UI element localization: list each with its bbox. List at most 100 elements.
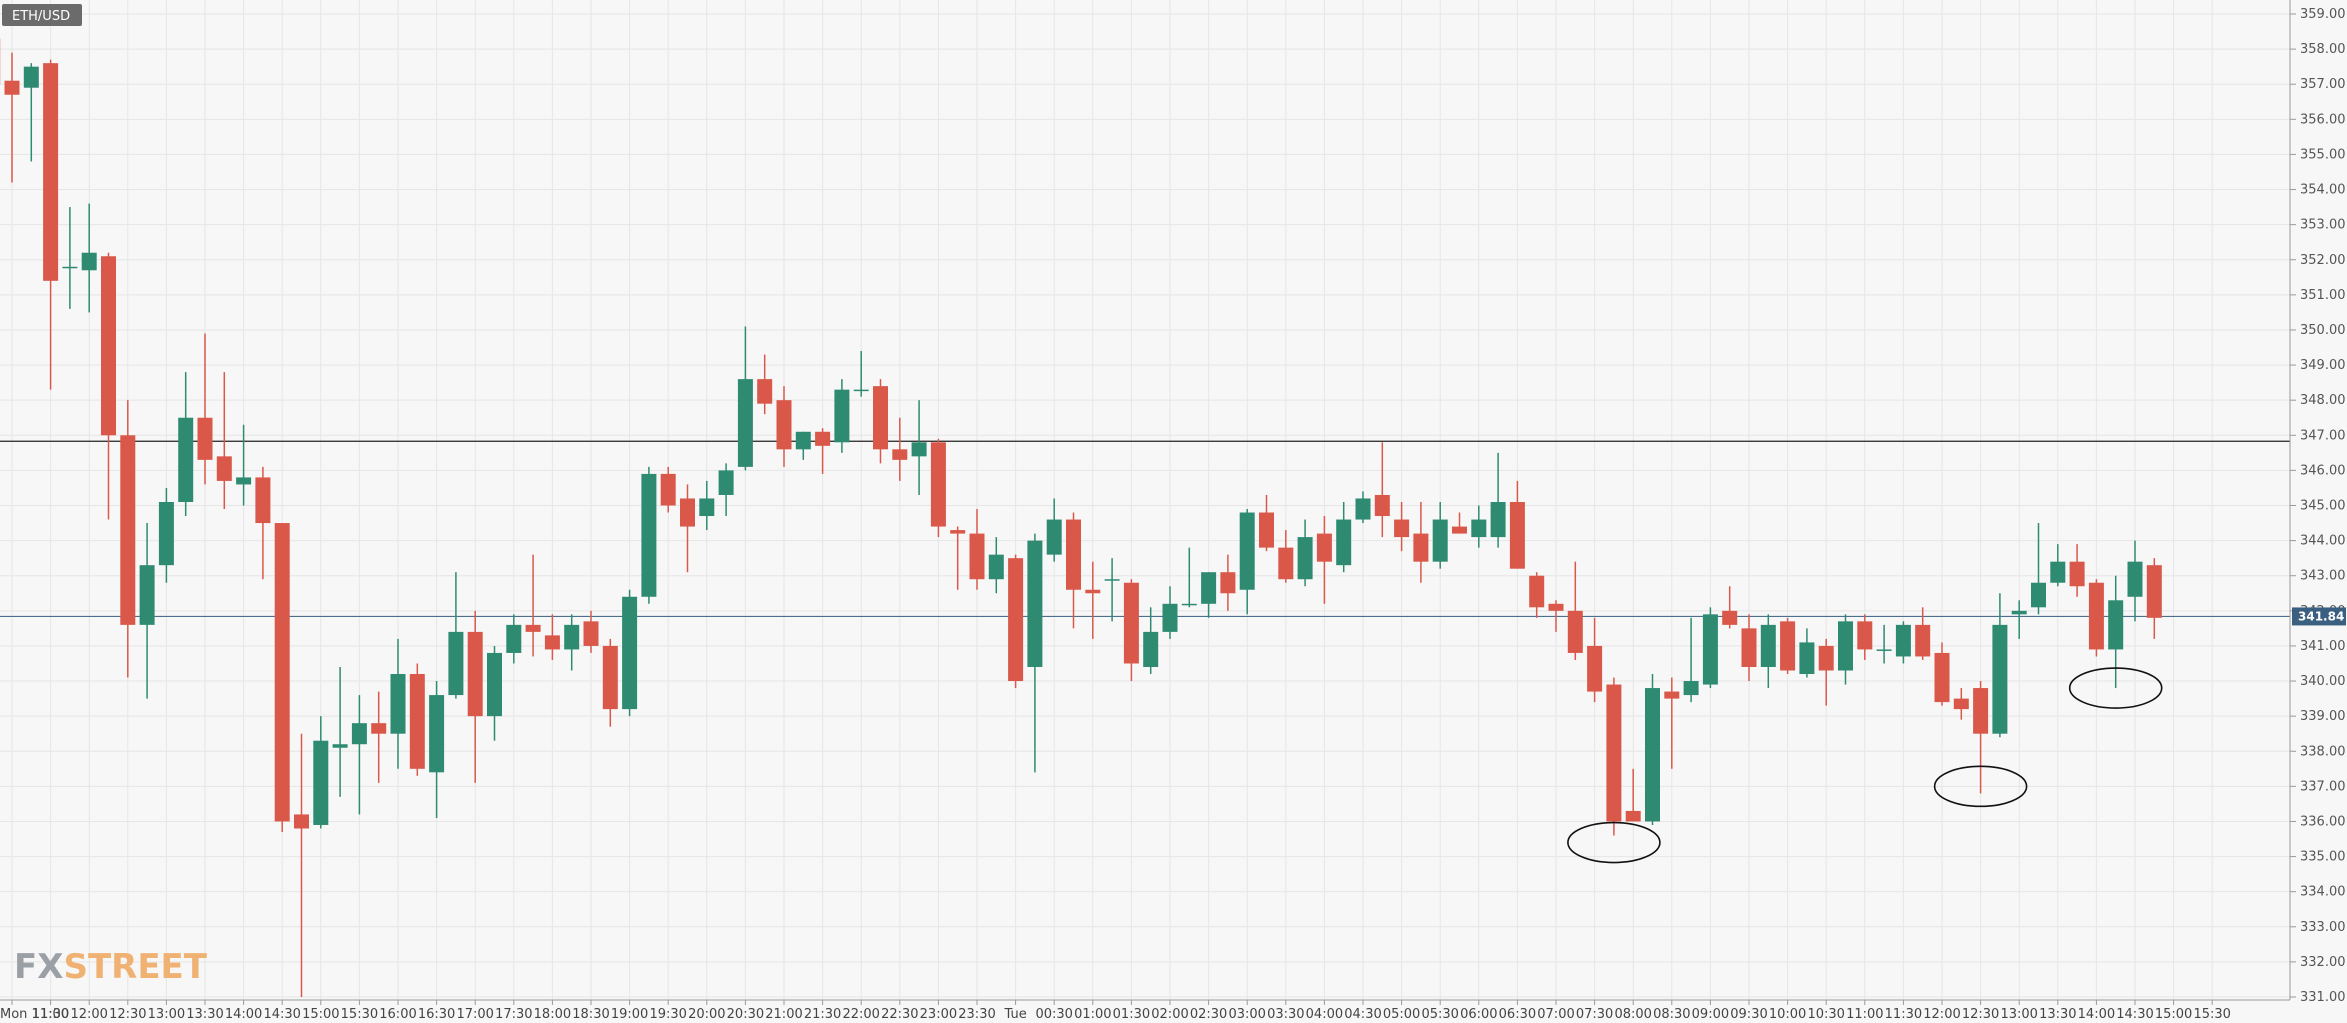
candle-body xyxy=(2088,582,2104,650)
candle xyxy=(1297,519,1313,587)
candle-body xyxy=(371,723,387,734)
x-tick-label: 08:30 xyxy=(1653,1007,1690,1022)
candle-body xyxy=(988,554,1004,580)
candle-body xyxy=(1471,519,1487,538)
candle-body xyxy=(1259,512,1274,548)
x-tick-label: 14:30 xyxy=(263,1007,300,1022)
y-tick-label: 336.00 xyxy=(2300,814,2346,829)
candle xyxy=(236,424,252,506)
candle-body xyxy=(1915,624,1931,657)
candle-body xyxy=(409,674,425,769)
current-price-label: 341.84 xyxy=(2298,609,2344,623)
candle xyxy=(1278,530,1294,583)
candle xyxy=(1220,554,1236,611)
y-tick-label: 335.00 xyxy=(2300,850,2346,865)
x-tick-label: 18:30 xyxy=(572,1007,609,1022)
candle-body xyxy=(274,523,290,822)
candle xyxy=(101,252,116,520)
fxstreet-logo-text: FXSTREET xyxy=(14,947,208,987)
candle-body xyxy=(1239,512,1255,590)
candle-body xyxy=(1799,642,1815,675)
candle xyxy=(1046,498,1062,562)
y-tick-label: 338.00 xyxy=(2300,744,2346,759)
candle xyxy=(1452,512,1467,534)
annotation-ellipse xyxy=(2068,667,2163,709)
y-tick-label: 332.00 xyxy=(2300,955,2346,970)
logo-street: STREET xyxy=(63,947,207,987)
x-tick-label: 03:30 xyxy=(1267,1007,1304,1022)
candle xyxy=(1027,533,1043,773)
candle xyxy=(564,614,580,671)
candle xyxy=(43,59,59,390)
candle-body xyxy=(1876,649,1892,651)
candle xyxy=(1432,501,1448,569)
candle-body xyxy=(1992,624,2008,734)
candle-body xyxy=(1297,537,1313,580)
candle-body xyxy=(602,645,618,710)
candle-body xyxy=(737,379,753,467)
candle xyxy=(583,610,599,653)
candle-body xyxy=(1008,558,1024,682)
x-tick-label: 14:30 xyxy=(2116,1007,2153,1022)
candle xyxy=(1876,624,1892,664)
y-tick-label: 343.00 xyxy=(2300,569,2346,584)
x-tick-label: 11:30 xyxy=(32,1007,69,1022)
candle-body xyxy=(873,386,888,450)
annotations xyxy=(1567,667,2163,864)
candle-body xyxy=(101,256,116,436)
x-tick-label: 21:00 xyxy=(765,1007,802,1022)
candle-body xyxy=(120,435,136,625)
candle xyxy=(216,372,232,510)
candle xyxy=(1625,768,1641,822)
candle xyxy=(4,52,20,183)
x-tick-label: Tue xyxy=(1003,1007,1026,1022)
candle-body xyxy=(1857,621,1873,650)
candle-body xyxy=(1683,681,1699,696)
candle xyxy=(506,614,522,664)
candle-body xyxy=(1702,614,1718,685)
candle xyxy=(718,463,734,517)
candle-body xyxy=(757,379,773,404)
candle xyxy=(1741,614,1757,682)
candle xyxy=(795,431,811,460)
candle xyxy=(1509,480,1525,569)
candle xyxy=(139,523,155,699)
candle-body xyxy=(1780,621,1796,671)
x-tick-label: 14:00 xyxy=(2078,1007,2115,1022)
x-tick-label: 20:00 xyxy=(688,1007,725,1022)
candle xyxy=(1702,607,1718,689)
x-tick-label: 09:00 xyxy=(1692,1007,1729,1022)
candle-body xyxy=(699,498,715,517)
candle-body xyxy=(544,635,560,650)
candle xyxy=(1394,501,1410,552)
candle xyxy=(467,610,483,783)
candle-body xyxy=(525,624,541,632)
x-tick-label: 16:00 xyxy=(379,1007,416,1022)
x-tick-label: 17:00 xyxy=(456,1007,493,1022)
candle xyxy=(2050,544,2066,587)
candle-body xyxy=(815,431,831,446)
candle xyxy=(2011,600,2027,639)
y-tick-label: 331.00 xyxy=(2300,990,2346,1005)
candle xyxy=(834,379,850,453)
x-tick-label: 06:30 xyxy=(1499,1007,1536,1022)
candle xyxy=(1664,677,1680,769)
x-tick-label: 01:30 xyxy=(1113,1007,1150,1022)
grid-lines xyxy=(0,0,2290,1000)
candle-body xyxy=(429,695,445,773)
candle xyxy=(1645,674,1660,825)
candle xyxy=(62,207,78,309)
candle-body xyxy=(1374,494,1390,517)
candle-body xyxy=(1934,652,1950,703)
candle-body xyxy=(1895,624,1911,657)
y-tick-label: 353.00 xyxy=(2300,218,2346,233)
candle xyxy=(1259,494,1274,552)
x-tick-label: 15:00 xyxy=(302,1007,339,1022)
y-tick-label: 357.00 xyxy=(2300,77,2346,92)
candle-body xyxy=(950,530,966,534)
candle-body xyxy=(660,473,676,506)
candle-body xyxy=(2050,561,2066,583)
x-tick-label: 02:30 xyxy=(1190,1007,1227,1022)
candle xyxy=(2108,575,2124,689)
